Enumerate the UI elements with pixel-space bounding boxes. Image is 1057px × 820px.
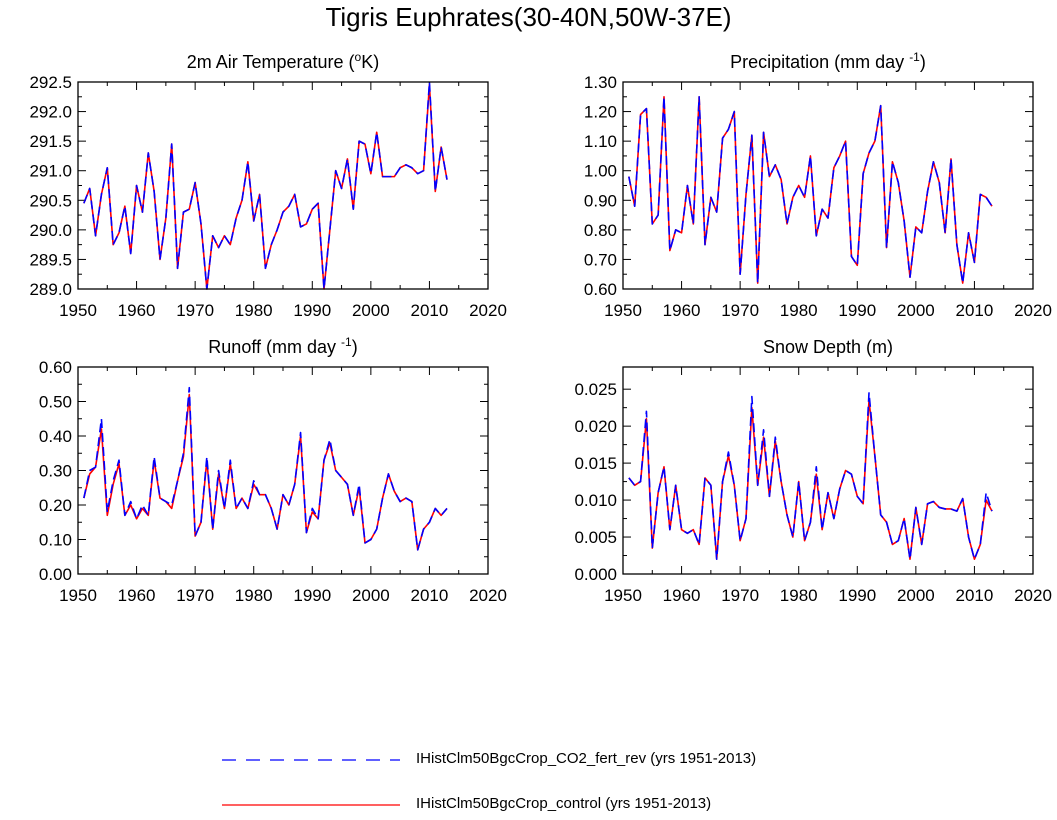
y-tick-label: 0.80 xyxy=(584,221,617,240)
panel-2: Precipitation (mm day -1) 0.60 0.70 0.80 0.9… xyxy=(584,50,1052,320)
y-tick-label: 292.5 xyxy=(29,73,72,92)
x-tick-label: 2020 xyxy=(1014,301,1052,320)
x-tick-label: 2000 xyxy=(897,301,935,320)
x-tick-label: 1950 xyxy=(59,586,97,605)
y-tick-label: 292.0 xyxy=(29,103,72,122)
x-tick-label: 1980 xyxy=(235,586,273,605)
x-tick-label: 2020 xyxy=(469,586,507,605)
plot-frame xyxy=(77,366,489,575)
plot-frame xyxy=(77,81,489,290)
plot-frame xyxy=(622,81,1034,290)
y-tick-label: 291.5 xyxy=(29,132,72,151)
y-tick-label: 0.000 xyxy=(574,565,617,584)
y-tick-label: 0.60 xyxy=(39,358,72,377)
y-tick-label: 0.010 xyxy=(574,491,617,510)
y-tick-label: 0.40 xyxy=(39,427,72,446)
y-tick-label: 0.020 xyxy=(574,417,617,436)
x-tick-label: 2020 xyxy=(469,301,507,320)
x-tick-label: 2000 xyxy=(352,586,390,605)
x-tick-label: 1960 xyxy=(118,586,156,605)
x-tick-label: 1980 xyxy=(780,301,818,320)
y-tick-label: 289.5 xyxy=(29,250,72,269)
legend-swatch-solid-red xyxy=(222,804,400,806)
figure-title: Tigris Euphrates(30-40N,50W-37E) xyxy=(325,2,732,32)
x-tick-label: 1960 xyxy=(118,301,156,320)
y-tick-label: 0.015 xyxy=(574,454,617,473)
y-tick-label: 0.60 xyxy=(584,280,617,299)
x-tick-label: 2010 xyxy=(411,301,449,320)
y-tick-label: 0.70 xyxy=(584,250,617,269)
y-tick-label: 0.90 xyxy=(584,191,617,210)
y-tick-label: 0.025 xyxy=(574,380,617,399)
y-tick-label: 0.10 xyxy=(39,531,72,550)
y-tick-label: 290.5 xyxy=(29,191,72,210)
y-tick-label: 1.10 xyxy=(584,132,617,151)
x-tick-label: 1970 xyxy=(176,586,214,605)
legend-item-co2-fert-rev: IHistClm50BgcCrop_CO2_fert_rev (yrs 1951… xyxy=(222,748,862,772)
panel-title: 2m Air Temperature (oK) xyxy=(187,50,379,72)
x-tick-label: 1960 xyxy=(663,586,701,605)
panel-title: Snow Depth (m) xyxy=(763,337,893,357)
series-line-control xyxy=(628,95,993,284)
y-tick-label: 0.50 xyxy=(39,393,72,412)
series-line-co2-fert-rev xyxy=(628,392,993,561)
x-tick-label: 1970 xyxy=(721,586,759,605)
panel-title: Precipitation (mm day -1) xyxy=(730,50,926,72)
x-tick-label: 1950 xyxy=(59,301,97,320)
legend-label-control: IHistClm50BgcCrop_control (yrs 1951-2013… xyxy=(416,795,712,812)
x-tick-label: 1980 xyxy=(780,586,818,605)
x-tick-label: 1990 xyxy=(293,301,331,320)
panel-1: 2m Air Temperature (oK) 289.0 289.5 290.0 29… xyxy=(29,50,506,320)
series-line-co2-fert-rev xyxy=(83,386,448,551)
y-tick-label: 0.005 xyxy=(574,528,617,547)
y-tick-label: 0.30 xyxy=(39,462,72,481)
panel-3: Runoff (mm day -1) 0.00 0.10 0.20 0.30 0.40 0.… xyxy=(39,335,507,605)
y-tick-label: 1.30 xyxy=(584,73,617,92)
legend: IHistClm50BgcCrop_CO2_fert_rev (yrs 1951… xyxy=(222,740,862,820)
x-tick-label: 1980 xyxy=(235,301,273,320)
x-tick-label: 2000 xyxy=(352,301,390,320)
x-tick-label: 2020 xyxy=(1014,586,1052,605)
series-line-control xyxy=(628,399,993,561)
series-line-co2-fert-rev xyxy=(83,81,448,290)
chart-figure: 2m Air Temperature (oK) 289.0 289.5 290.0 29… xyxy=(29,50,1052,605)
panel-4: Snow Depth (m) 0.000 0.005 0.010 0.015 0.020 0… xyxy=(574,337,1051,605)
y-tick-label: 291.0 xyxy=(29,162,72,181)
y-tick-label: 290.0 xyxy=(29,221,72,240)
x-tick-label: 1990 xyxy=(838,586,876,605)
panel-title: Runoff (mm day -1) xyxy=(208,335,357,357)
x-tick-label: 1990 xyxy=(293,586,331,605)
x-tick-label: 2010 xyxy=(411,586,449,605)
legend-label-co2-fert-rev: IHistClm50BgcCrop_CO2_fert_rev (yrs 1951… xyxy=(416,750,757,767)
series-line-control xyxy=(83,393,448,551)
y-tick-label: 1.00 xyxy=(584,162,617,181)
x-tick-label: 1950 xyxy=(604,301,642,320)
legend-item-control: IHistClm50BgcCrop_control (yrs 1951-2013… xyxy=(222,793,862,817)
x-tick-label: 2010 xyxy=(956,586,994,605)
x-tick-label: 1970 xyxy=(721,301,759,320)
legend-swatch-dashed-blue xyxy=(222,759,400,761)
x-tick-label: 2000 xyxy=(897,586,935,605)
x-tick-label: 1970 xyxy=(176,301,214,320)
x-tick-label: 1960 xyxy=(663,301,701,320)
y-tick-label: 0.00 xyxy=(39,565,72,584)
y-tick-label: 289.0 xyxy=(29,280,72,299)
plot-frame xyxy=(622,366,1034,575)
y-tick-label: 1.20 xyxy=(584,103,617,122)
x-tick-label: 2010 xyxy=(956,301,994,320)
x-tick-label: 1990 xyxy=(838,301,876,320)
y-tick-label: 0.20 xyxy=(39,496,72,515)
x-tick-label: 1950 xyxy=(604,586,642,605)
series-line-co2-fert-rev xyxy=(628,95,993,284)
